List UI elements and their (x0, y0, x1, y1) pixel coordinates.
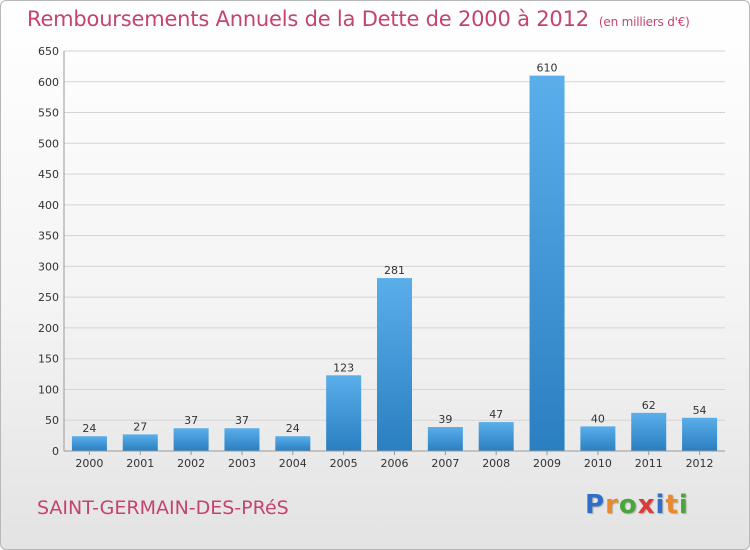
x-tick-label: 2010 (584, 457, 612, 470)
x-tick-label: 2005 (330, 457, 358, 470)
value-label: 24 (82, 422, 96, 435)
y-tick-label: 50 (45, 414, 59, 427)
bar (275, 436, 311, 451)
x-tick-label: 2004 (279, 457, 307, 470)
value-label: 62 (642, 399, 656, 412)
y-tick-label: 250 (38, 291, 59, 304)
y-tick-label: 550 (38, 107, 59, 120)
value-label: 27 (133, 420, 147, 433)
logo-letter: r (605, 490, 619, 520)
value-label: 123 (333, 361, 354, 374)
bar (427, 427, 463, 451)
x-tick-label: 2006 (381, 457, 409, 470)
x-tick-label: 2002 (177, 457, 205, 470)
bar (71, 436, 107, 451)
y-tick-label: 150 (38, 353, 59, 366)
value-label: 37 (235, 414, 249, 427)
x-tick-label: 2012 (686, 457, 714, 470)
logo-letter: o (618, 490, 638, 520)
x-tick-label: 2011 (635, 457, 663, 470)
y-tick-label: 650 (38, 45, 59, 58)
y-tick-label: 450 (38, 168, 59, 181)
x-tick-label: 2000 (75, 457, 103, 470)
bar (377, 278, 412, 451)
value-label: 40 (591, 412, 605, 425)
value-label: 39 (438, 413, 452, 426)
value-label: 610 (537, 62, 558, 75)
x-tick-label: 2009 (533, 457, 561, 470)
proxiti-logo: Proxiti (585, 490, 689, 520)
value-label: 47 (489, 408, 503, 421)
chart-title: Remboursements Annuels de la Dette de 20… (27, 7, 690, 31)
y-tick-label: 0 (52, 445, 59, 458)
value-label: 54 (693, 404, 707, 417)
x-tick-label: 2003 (228, 457, 256, 470)
y-tick-label: 500 (38, 137, 59, 150)
bar (529, 75, 565, 451)
x-tick-label: 2001 (126, 457, 154, 470)
commune-name: SAINT-GERMAIN-DES-PRéS (37, 497, 289, 519)
value-label: 281 (384, 264, 405, 277)
y-tick-label: 350 (38, 230, 59, 243)
logo-letter: i (655, 490, 666, 520)
x-tick-label: 2008 (482, 457, 510, 470)
value-label: 24 (286, 422, 300, 435)
logo-letter: x (637, 490, 656, 520)
y-tick-label: 400 (38, 199, 59, 212)
bar (173, 428, 209, 451)
y-tick-label: 100 (38, 383, 59, 396)
bar (580, 426, 616, 451)
bar (682, 417, 718, 451)
bar (224, 428, 260, 451)
bar (478, 422, 514, 451)
chart-title-text: Remboursements Annuels de la Dette de 20… (27, 7, 589, 31)
chart-unit: (en milliers d'€) (598, 15, 690, 29)
x-tick-label: 2007 (431, 457, 459, 470)
logo-letter: P (585, 490, 606, 520)
bar (122, 434, 158, 451)
value-label: 37 (184, 414, 198, 427)
bar (631, 412, 667, 451)
bar (326, 375, 362, 451)
y-tick-label: 300 (38, 260, 59, 273)
y-tick-label: 200 (38, 322, 59, 335)
y-tick-label: 600 (38, 76, 59, 89)
logo-letter: t (665, 490, 679, 520)
logo-letter: i (678, 490, 689, 520)
